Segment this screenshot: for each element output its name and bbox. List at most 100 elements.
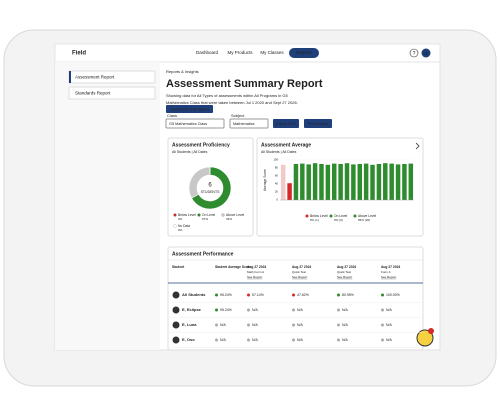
status-dot xyxy=(337,338,340,342)
score: N/A xyxy=(297,323,304,327)
column-sub: Form A xyxy=(381,270,391,274)
logo: Field xyxy=(72,51,86,57)
score: 47.62% xyxy=(297,293,309,297)
legend-value: 95% (20) xyxy=(358,218,370,222)
score: N/A xyxy=(342,323,349,327)
column-link[interactable]: See Report xyxy=(247,275,262,279)
legend-swatch xyxy=(173,213,177,217)
status-dot xyxy=(215,338,218,342)
bar xyxy=(408,163,414,200)
y-tick-label: 0 xyxy=(276,198,278,202)
score: N/A xyxy=(342,338,349,342)
legend-label: Above Level xyxy=(226,213,244,217)
column-header: Aug 27 2024 xyxy=(381,265,400,269)
legend-swatch xyxy=(329,214,333,218)
nav-pill xyxy=(289,48,319,58)
score: N/A xyxy=(297,338,304,342)
page-title: Assessment Summary Report xyxy=(166,78,323,90)
nav-item[interactable]: Reports xyxy=(296,50,313,55)
nav-item[interactable]: My Classes xyxy=(260,50,284,55)
bar xyxy=(402,164,407,200)
sidebar-label[interactable]: Standards Report xyxy=(75,91,111,96)
score: N/A xyxy=(386,308,393,312)
column-sub: Math Form A xyxy=(247,270,264,274)
nav-item[interactable]: My Products xyxy=(227,50,253,55)
help-badge xyxy=(428,328,434,334)
filter-label: Subject xyxy=(231,113,245,118)
export-button[interactable] xyxy=(273,119,299,128)
y-tick-label: 80 xyxy=(275,166,279,170)
status-dot xyxy=(337,323,340,327)
customize-button[interactable] xyxy=(166,105,213,113)
column-link[interactable]: See Report xyxy=(292,275,307,279)
student-name: All Students xyxy=(182,292,206,297)
student-name: E, Luna xyxy=(182,322,197,327)
score: N/A xyxy=(220,323,227,327)
y-tick-label: 20 xyxy=(275,190,279,194)
class-select[interactable] xyxy=(165,118,225,129)
bar xyxy=(287,183,292,200)
column-header: Aug 27 2024 xyxy=(337,265,356,269)
student-icon xyxy=(172,306,180,314)
donut-center-label: STUDENTS xyxy=(201,190,221,194)
score: 57.14% xyxy=(252,293,264,297)
next-arrow[interactable] xyxy=(415,142,420,150)
performance-card xyxy=(167,246,424,351)
export-label[interactable]: Export CSV xyxy=(276,122,296,126)
legend-swatch xyxy=(353,214,357,218)
legend-value: 5% (1) xyxy=(310,218,319,222)
filter-value[interactable]: Mathematics xyxy=(233,122,255,126)
score: N/A xyxy=(386,323,393,327)
status-dot xyxy=(381,338,384,342)
filter-value[interactable]: G5 Mathematics Class xyxy=(169,122,207,126)
y-axis-label: Average Score xyxy=(263,169,267,191)
legend-value: 67% xyxy=(202,217,208,221)
avatar-initials[interactable]: LE xyxy=(424,51,429,55)
legend-label: Below Level xyxy=(310,214,328,218)
print-label[interactable]: Print Report xyxy=(308,122,329,126)
help-icon[interactable] xyxy=(409,48,419,58)
status-dot xyxy=(292,338,295,342)
legend-label: On Level xyxy=(334,214,347,218)
student-name: E, Oso xyxy=(182,337,195,342)
bar xyxy=(312,163,318,200)
y-tick-label: 60 xyxy=(275,174,279,178)
bar xyxy=(325,164,331,200)
help-text[interactable]: ? xyxy=(413,51,416,57)
status-dot xyxy=(247,308,250,312)
sidebar-label[interactable]: Assessment Report xyxy=(75,75,115,80)
legend-swatch xyxy=(305,214,309,218)
student-icon xyxy=(172,291,180,299)
student-icon xyxy=(172,321,180,329)
status-dot xyxy=(337,293,340,297)
column-sub: Quick Test xyxy=(292,270,306,274)
help-widget[interactable] xyxy=(416,329,434,347)
legend-swatch xyxy=(173,224,177,228)
status-dot xyxy=(247,323,250,327)
column-header: Student Average Score xyxy=(215,265,251,269)
card-subtitle: All Students | All Dates xyxy=(261,150,297,154)
description: Mathematics Class that were taken betwee… xyxy=(166,100,298,105)
bar xyxy=(357,164,362,200)
column-link[interactable]: See Report xyxy=(381,275,396,279)
sidebar-item[interactable] xyxy=(68,86,156,100)
column-header: Aug 27 2024 xyxy=(292,265,311,269)
column-link[interactable]: See Report xyxy=(337,275,352,279)
score: 100.00% xyxy=(386,293,400,297)
legend-label: No Data xyxy=(178,224,190,228)
subject-select[interactable] xyxy=(229,118,269,129)
customize-label[interactable]: Customize This Report xyxy=(170,108,209,112)
status-dot xyxy=(247,338,250,342)
nav-item[interactable]: Dashboard xyxy=(196,50,219,55)
print-button[interactable] xyxy=(304,119,332,128)
avatar[interactable] xyxy=(421,48,431,58)
status-dot xyxy=(292,323,295,327)
status-dot xyxy=(215,323,218,327)
column-header: Aug 27 2024 xyxy=(247,265,266,269)
donut-center-value: 6 xyxy=(208,183,212,189)
bar xyxy=(363,163,369,200)
table-title: Assessment Performance xyxy=(172,251,234,257)
bar xyxy=(280,164,286,200)
bar xyxy=(344,163,350,200)
